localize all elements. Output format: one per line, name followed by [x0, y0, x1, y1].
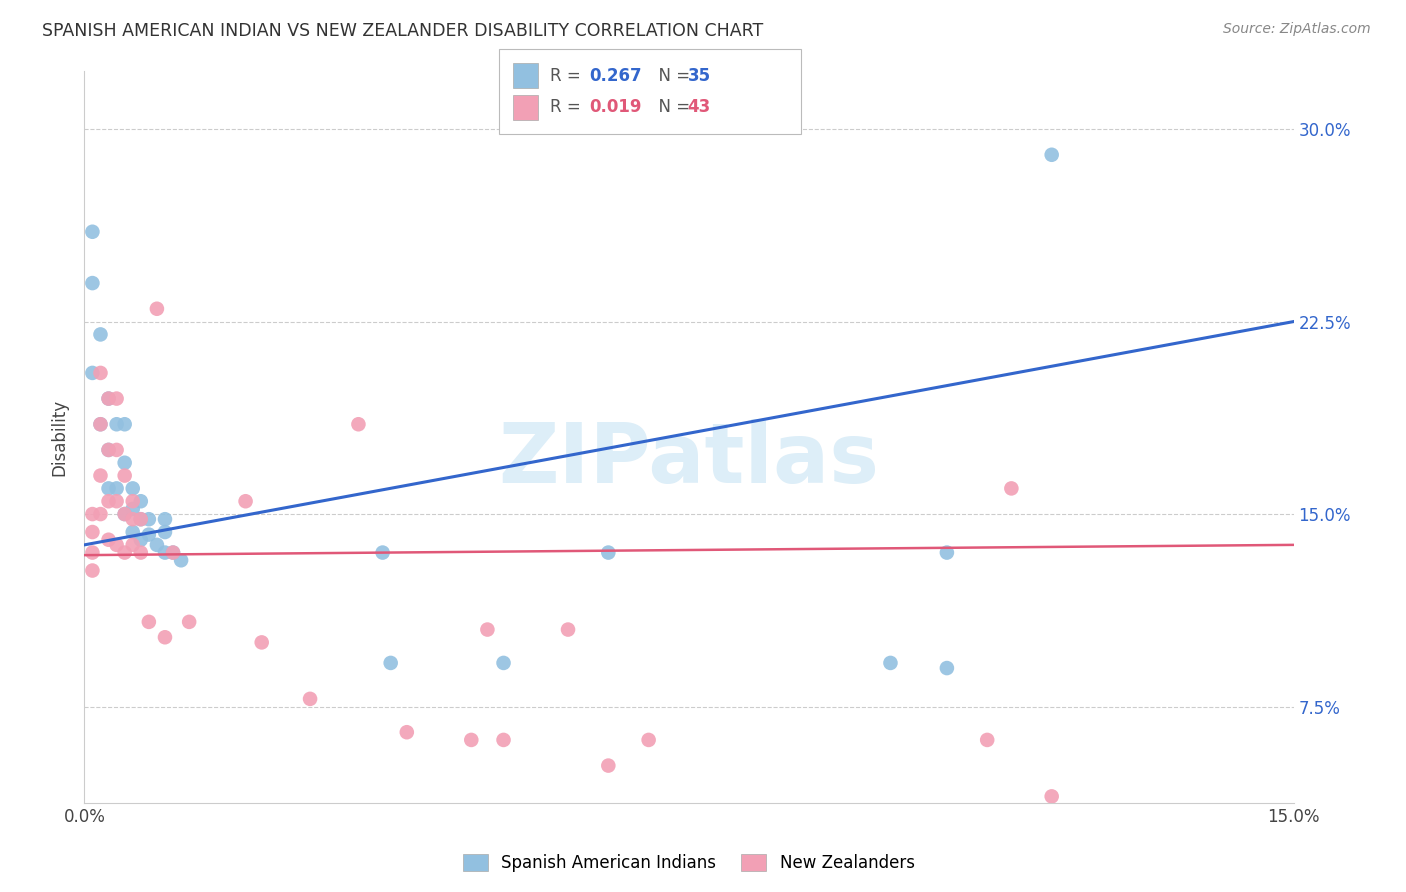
Point: [121, 524, 143, 539]
Point: [105, 442, 128, 457]
Point: [105, 482, 128, 496]
Text: 35: 35: [688, 67, 710, 85]
Point: [105, 392, 128, 406]
Point: [129, 545, 152, 559]
Point: [976, 733, 998, 747]
Point: [250, 635, 273, 649]
Point: [129, 533, 152, 547]
Point: [299, 691, 322, 706]
Text: 0.019: 0.019: [589, 98, 641, 116]
Text: N =: N =: [648, 98, 696, 116]
Point: [89, 468, 111, 483]
Point: [460, 733, 482, 747]
Point: [477, 623, 499, 637]
Point: [129, 512, 152, 526]
Point: [105, 538, 128, 552]
Text: SPANISH AMERICAN INDIAN VS NEW ZEALANDER DISABILITY CORRELATION CHART: SPANISH AMERICAN INDIAN VS NEW ZEALANDER…: [42, 22, 763, 40]
Point: [97, 494, 120, 508]
Point: [89, 507, 111, 521]
Point: [114, 545, 136, 559]
Y-axis label: Disability: Disability: [51, 399, 69, 475]
Point: [89, 366, 111, 380]
Point: [879, 656, 901, 670]
Text: N =: N =: [648, 67, 696, 85]
Text: 43: 43: [688, 98, 711, 116]
Point: [1000, 482, 1022, 496]
Point: [97, 442, 120, 457]
Point: [121, 512, 143, 526]
Point: [82, 507, 104, 521]
Point: [153, 630, 176, 644]
Point: [82, 564, 104, 578]
Point: [179, 615, 201, 629]
Point: [170, 553, 193, 567]
Point: [121, 538, 143, 552]
Point: [162, 545, 184, 559]
Point: [235, 494, 257, 508]
Point: [121, 482, 143, 496]
Point: [82, 524, 104, 539]
Point: [105, 417, 128, 432]
Point: [82, 366, 104, 380]
Point: [129, 494, 152, 508]
Point: [153, 545, 176, 559]
Point: [598, 758, 620, 772]
Point: [1040, 148, 1063, 162]
Point: [121, 502, 143, 516]
Point: [395, 725, 418, 739]
Point: [637, 733, 659, 747]
Point: [121, 494, 143, 508]
Point: [380, 656, 402, 670]
Point: [114, 417, 136, 432]
Point: [1040, 789, 1063, 804]
Point: [935, 661, 957, 675]
Point: [935, 545, 957, 559]
Point: [97, 392, 120, 406]
Point: [105, 494, 128, 508]
Text: R =: R =: [550, 98, 586, 116]
Point: [557, 623, 579, 637]
Point: [89, 417, 111, 432]
Legend: Spanish American Indians, New Zealanders: Spanish American Indians, New Zealanders: [457, 847, 921, 879]
Point: [129, 512, 152, 526]
Point: [146, 301, 169, 316]
Point: [114, 507, 136, 521]
Point: [138, 527, 160, 541]
Point: [146, 538, 169, 552]
Point: [138, 615, 160, 629]
Text: 0.267: 0.267: [589, 67, 641, 85]
Point: [347, 417, 370, 432]
Point: [138, 512, 160, 526]
Point: [153, 512, 176, 526]
Point: [153, 524, 176, 539]
Point: [598, 545, 620, 559]
Point: [97, 533, 120, 547]
Point: [114, 468, 136, 483]
Point: [82, 545, 104, 559]
Point: [82, 276, 104, 290]
Point: [89, 327, 111, 342]
Point: [89, 417, 111, 432]
Point: [82, 225, 104, 239]
Point: [162, 545, 184, 559]
Point: [371, 545, 394, 559]
Point: [492, 656, 515, 670]
Text: R =: R =: [550, 67, 586, 85]
Point: [114, 456, 136, 470]
Point: [114, 507, 136, 521]
Text: Source: ZipAtlas.com: Source: ZipAtlas.com: [1223, 22, 1371, 37]
Point: [97, 482, 120, 496]
Point: [97, 442, 120, 457]
Text: ZIPatlas: ZIPatlas: [499, 418, 879, 500]
Point: [492, 733, 515, 747]
Point: [97, 392, 120, 406]
